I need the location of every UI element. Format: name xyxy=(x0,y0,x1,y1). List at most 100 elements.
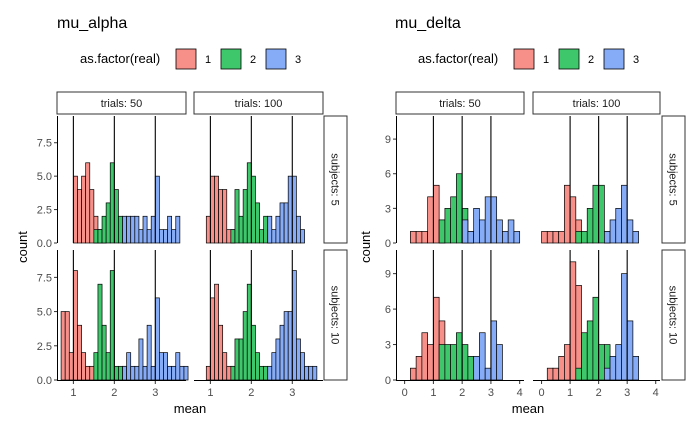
histogram-bar-level-1 xyxy=(210,297,215,381)
plot-title: mu_delta xyxy=(395,15,461,32)
histogram-bar-level-2 xyxy=(438,219,446,244)
histogram-bar-level-2 xyxy=(456,332,463,381)
legend-label-1: 1 xyxy=(205,54,211,66)
y-tick-label: 9 xyxy=(385,134,391,146)
histogram-bar-level-1 xyxy=(541,231,548,244)
histogram-bar-level-3 xyxy=(621,273,628,381)
histogram-bar-level-1 xyxy=(421,231,428,244)
histogram-bar-level-1 xyxy=(546,367,554,381)
histogram-bar-level-1 xyxy=(415,231,423,244)
histogram-bar-level-2 xyxy=(242,189,248,244)
histogram-bar-level-3 xyxy=(279,202,285,244)
histogram-bar-level-3 xyxy=(479,332,486,381)
strip-row-subjects-10: subjects: 10 xyxy=(323,249,348,381)
x-tick-label: 4 xyxy=(517,387,523,399)
legend-swatch-3 xyxy=(603,48,625,70)
x-tick-label: 2 xyxy=(596,387,602,399)
y-tick-label: 0.0 xyxy=(37,238,52,250)
histogram-bar-level-3 xyxy=(163,229,168,244)
histogram-bar-level-1 xyxy=(421,332,428,381)
histogram-bar-level-2 xyxy=(450,344,457,381)
histogram-bar-level-2 xyxy=(118,215,123,244)
histogram-bar-level-3 xyxy=(507,219,515,244)
y-tick-label: 3 xyxy=(385,340,391,352)
histogram-bar-level-1 xyxy=(89,365,95,381)
histogram-bar-level-1 xyxy=(60,311,66,381)
histogram-panels xyxy=(57,116,323,381)
histogram-bar-level-2 xyxy=(592,184,599,244)
histogram-bar-level-3 xyxy=(279,324,285,381)
y-axis-row-1: 0.0 2.5 5.0 7.5 xyxy=(37,138,57,250)
histogram-bar-level-3 xyxy=(473,208,480,244)
histogram-bar-level-3 xyxy=(603,231,611,244)
y-tick-label: 0 xyxy=(385,375,391,387)
histogram-bar-level-2 xyxy=(586,320,594,381)
histogram-bar-level-2 xyxy=(113,189,119,244)
histogram-bar-level-1 xyxy=(222,189,228,244)
histogram-bar-level-2 xyxy=(93,229,99,244)
histogram-bar-level-2 xyxy=(230,365,236,381)
histogram-bar-level-3 xyxy=(609,219,617,244)
strip-col-trials-50: trials: 50 xyxy=(395,91,525,115)
histogram-bar-level-3 xyxy=(615,344,622,381)
histogram-bar-level-2 xyxy=(586,208,594,244)
legend-label-3: 3 xyxy=(295,54,301,66)
histogram-bar-level-3 xyxy=(171,229,177,244)
histogram-bar-level-3 xyxy=(275,215,281,244)
histogram-bar-level-3 xyxy=(490,320,498,381)
facet-panel xyxy=(57,116,181,244)
histogram-bar-level-1 xyxy=(89,189,95,244)
legend-label-1: 1 xyxy=(543,54,549,66)
histogram-bar-level-2 xyxy=(109,162,115,244)
histogram-bar-level-2 xyxy=(461,344,469,381)
histogram-bar-level-1 xyxy=(218,189,224,244)
x-tick-label: 2 xyxy=(459,387,465,399)
histogram-bar-level-3 xyxy=(179,365,185,381)
legend-label-2: 2 xyxy=(250,54,256,66)
histogram-bar-level-3 xyxy=(126,215,132,244)
legend-swatch-2 xyxy=(558,48,580,70)
strip-label: subjects: 10 xyxy=(329,286,341,345)
strip-col-trials-100: trials: 100 xyxy=(532,91,661,115)
histogram-bar-level-3 xyxy=(167,215,173,244)
x-tick-label: 3 xyxy=(289,387,295,399)
histogram-bar-level-3 xyxy=(632,356,639,381)
histogram-bar-level-3 xyxy=(154,175,160,244)
histogram-bar-level-2 xyxy=(575,231,582,244)
histogram-bar-level-3 xyxy=(138,229,144,244)
histogram-bar-level-3 xyxy=(163,352,168,381)
histogram-bar-level-3 xyxy=(122,365,127,381)
histogram-bar-level-2 xyxy=(101,324,107,381)
legend: as.factor(real) 1 2 3 xyxy=(80,48,301,70)
histogram-bar-level-3 xyxy=(473,356,480,381)
histogram-bar-level-1 xyxy=(427,196,434,244)
histogram-bar-level-2 xyxy=(575,367,582,381)
histogram-bar-level-1 xyxy=(85,365,91,381)
y-tick-label: 0.0 xyxy=(37,375,52,387)
histogram-bar-level-2 xyxy=(238,338,244,381)
histogram-bar-level-3 xyxy=(122,215,127,244)
plot-mu-delta: mu_delta as.factor(real) 1 2 3 trials: 5… xyxy=(358,15,686,416)
y-tick-label: 3 xyxy=(385,203,391,215)
facet-panel xyxy=(205,116,305,244)
x-tick-label: 4 xyxy=(653,387,659,399)
histogram-bar-level-3 xyxy=(287,175,293,244)
y-tick-label: 2.5 xyxy=(37,341,52,353)
x-axis-col-1: 1 2 3 xyxy=(70,381,158,399)
histogram-bar-level-3 xyxy=(271,352,277,381)
x-tick-label: 3 xyxy=(488,387,494,399)
histogram-bar-level-2 xyxy=(109,270,115,381)
histogram-bar-level-3 xyxy=(496,344,503,381)
histogram-bar-level-1 xyxy=(569,196,577,244)
histogram-bar-level-3 xyxy=(126,352,132,381)
histogram-bar-level-3 xyxy=(609,356,617,381)
histogram-bar-level-2 xyxy=(450,196,457,244)
histogram-bar-level-3 xyxy=(134,215,140,244)
histogram-bar-level-2 xyxy=(105,352,111,381)
histogram-bar-level-2 xyxy=(238,215,244,244)
histogram-bar-level-2 xyxy=(105,202,111,244)
histogram-bar-level-2 xyxy=(246,283,252,381)
strip-row-subjects-10: subjects: 10 xyxy=(661,249,686,381)
histogram-bar-level-2 xyxy=(118,365,123,381)
histogram-bar-level-1 xyxy=(433,296,440,381)
